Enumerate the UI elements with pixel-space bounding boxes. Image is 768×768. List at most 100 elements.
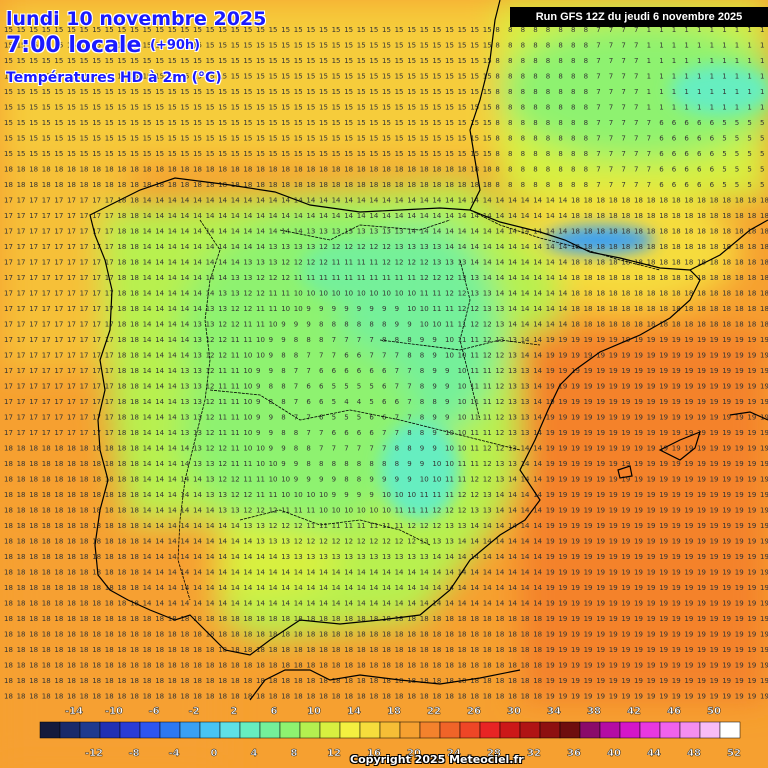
- grid-value: 7: [332, 445, 336, 453]
- grid-value: 7: [634, 73, 638, 81]
- grid-value: 19: [609, 336, 618, 344]
- grid-value: 15: [294, 88, 303, 96]
- grid-value: 9: [319, 305, 323, 313]
- grid-value: 11: [369, 274, 378, 282]
- grid-value: 18: [117, 460, 126, 468]
- grid-value: 19: [659, 398, 668, 406]
- legend-bottom-label: -8: [128, 748, 139, 759]
- grid-value: 15: [420, 119, 429, 127]
- grid-value: 15: [17, 104, 26, 112]
- grid-value: 18: [130, 305, 139, 313]
- grid-value: 19: [609, 383, 618, 391]
- grid-value: 10: [243, 398, 252, 406]
- grid-value: 14: [180, 274, 189, 282]
- legend-top-label: 22: [427, 706, 441, 717]
- grid-value: 11: [306, 274, 315, 282]
- grid-value: 14: [420, 197, 429, 205]
- grid-value: 14: [420, 600, 429, 608]
- grid-value: 18: [117, 181, 126, 189]
- grid-value: 19: [735, 383, 744, 391]
- grid-value: 15: [382, 150, 391, 158]
- grid-value: 18: [67, 662, 76, 670]
- grid-value: 19: [621, 414, 630, 422]
- grid-value: 18: [760, 243, 768, 251]
- grid-value: 5: [760, 181, 764, 189]
- grid-value: 18: [4, 538, 13, 546]
- grid-value: 14: [243, 538, 252, 546]
- grid-value: 5: [735, 135, 739, 143]
- grid-value: 8: [533, 104, 537, 112]
- grid-value: 19: [546, 584, 555, 592]
- grid-value: 19: [760, 693, 768, 701]
- grid-value: 18: [621, 321, 630, 329]
- grid-value: 12: [281, 522, 290, 530]
- grid-value: 17: [4, 228, 13, 236]
- grid-value: 6: [357, 367, 362, 375]
- grid-value: 15: [395, 119, 404, 127]
- grid-value: 18: [80, 631, 89, 639]
- grid-value: 12: [483, 476, 492, 484]
- grid-value: 12: [495, 445, 504, 453]
- grid-value: 18: [760, 228, 768, 236]
- grid-value: 7: [634, 104, 638, 112]
- grid-value: 18: [697, 321, 706, 329]
- grid-value: 15: [42, 135, 51, 143]
- legend-swatch: [159, 721, 181, 739]
- grid-value: 14: [218, 243, 227, 251]
- grid-value: 18: [470, 646, 479, 654]
- grid-value: 14: [508, 243, 517, 251]
- grid-value: 18: [533, 693, 542, 701]
- grid-value: 10: [269, 460, 278, 468]
- grid-value: 12: [231, 476, 240, 484]
- grid-value: 9: [445, 367, 449, 375]
- grid-value: 18: [659, 197, 668, 205]
- grid-value: 17: [105, 352, 114, 360]
- grid-value: 12: [483, 352, 492, 360]
- grid-value: 1: [722, 73, 726, 81]
- grid-value: 10: [306, 491, 315, 499]
- grid-value: 18: [67, 584, 76, 592]
- grid-value: 5: [344, 383, 348, 391]
- grid-value: 18: [571, 212, 580, 220]
- grid-value: 15: [483, 135, 492, 143]
- grid-value: 11: [231, 414, 240, 422]
- grid-value: 19: [558, 336, 567, 344]
- grid-value: 8: [571, 166, 575, 174]
- grid-value: 18: [269, 646, 278, 654]
- grid-value: 11: [256, 321, 265, 329]
- grid-value: 13: [206, 460, 215, 468]
- grid-value: 18: [193, 646, 202, 654]
- grid-value: 14: [143, 584, 152, 592]
- grid-value: 14: [407, 228, 416, 236]
- grid-value: 18: [659, 228, 668, 236]
- grid-value: 1: [710, 104, 714, 112]
- grid-value: 8: [571, 181, 575, 189]
- grid-value: 8: [357, 476, 361, 484]
- grid-value: 18: [42, 538, 51, 546]
- grid-value: 14: [533, 553, 542, 561]
- grid-value: 10: [445, 445, 454, 453]
- grid-value: 13: [420, 243, 429, 251]
- legend-swatch: [179, 721, 201, 739]
- grid-value: 17: [105, 290, 114, 298]
- grid-value: 7: [647, 181, 651, 189]
- grid-value: 17: [67, 336, 76, 344]
- grid-value: 12: [357, 243, 366, 251]
- grid-value: 7: [647, 135, 651, 143]
- grid-value: 18: [130, 491, 139, 499]
- grid-value: 14: [382, 600, 391, 608]
- grid-value: 18: [319, 615, 328, 623]
- grid-value: 7: [596, 135, 600, 143]
- grid-value: 17: [42, 197, 51, 205]
- grid-value: 14: [218, 259, 227, 267]
- grid-value: 19: [546, 631, 555, 639]
- grid-value: 12: [306, 259, 315, 267]
- grid-value: 1: [735, 104, 739, 112]
- grid-value: 11: [218, 398, 227, 406]
- grid-value: 14: [155, 228, 164, 236]
- grid-value: 6: [684, 166, 689, 174]
- grid-value: 19: [710, 553, 719, 561]
- grid-value: 19: [558, 398, 567, 406]
- grid-value: 10: [382, 507, 391, 515]
- grid-value: 17: [80, 305, 89, 313]
